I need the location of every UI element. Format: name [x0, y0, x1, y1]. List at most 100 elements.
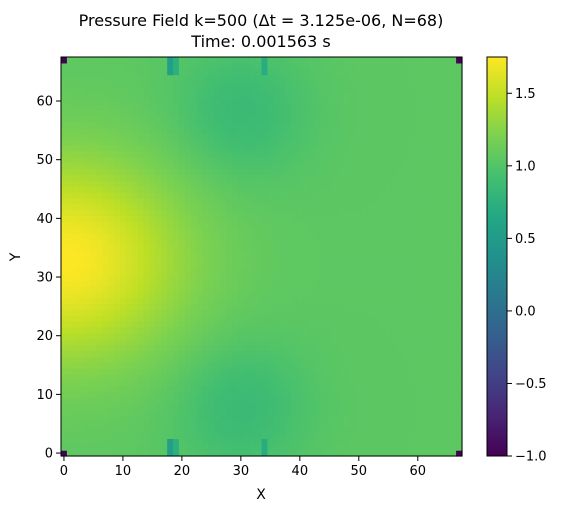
heatmap-cell	[149, 373, 156, 381]
heatmap-cell	[432, 109, 440, 117]
heatmap-cell	[66, 332, 74, 340]
heatmap-cell	[131, 139, 139, 146]
heatmap-cell	[190, 432, 198, 439]
heatmap-cell	[285, 350, 292, 357]
heatmap-cell	[367, 391, 375, 398]
heatmap-cell	[131, 145, 139, 152]
heatmap-cell	[355, 414, 363, 422]
heatmap-cell	[184, 291, 192, 299]
heatmap-cell	[444, 57, 451, 64]
heatmap-cell	[96, 268, 103, 275]
heatmap-cell	[432, 92, 440, 99]
heatmap-cell	[202, 373, 210, 381]
heatmap-cell	[78, 250, 86, 258]
heatmap-cell	[290, 397, 298, 404]
heatmap-cell	[184, 450, 192, 457]
heatmap-cell	[267, 162, 274, 170]
heatmap-cell	[349, 309, 357, 316]
heatmap-cell	[367, 450, 375, 457]
heatmap-cell	[220, 326, 227, 334]
heatmap-cell	[108, 57, 115, 64]
heatmap-cell	[285, 139, 292, 146]
heatmap-cell	[220, 444, 227, 451]
heatmap-cell	[131, 62, 139, 70]
heatmap-cell	[90, 444, 97, 451]
heatmap-cell	[420, 221, 428, 228]
heatmap-cell	[249, 356, 257, 363]
heatmap-cell	[308, 203, 316, 211]
heatmap-cell	[438, 367, 445, 375]
heatmap-cell	[444, 150, 451, 158]
y-tick-label: 40	[36, 212, 53, 227]
heatmap-cell	[196, 156, 204, 164]
heatmap-cell	[308, 174, 316, 181]
heatmap-cell	[232, 127, 239, 134]
heatmap-cell	[214, 133, 221, 140]
heatmap-cell	[426, 426, 434, 434]
heatmap-cell	[432, 391, 440, 398]
heatmap-cell	[290, 391, 298, 398]
heatmap-cell	[450, 274, 457, 281]
colorbar	[486, 56, 508, 457]
heatmap-cell	[243, 103, 251, 111]
heatmap-cell	[66, 98, 74, 105]
heatmap-cell	[119, 420, 127, 428]
heatmap-cell	[267, 268, 274, 275]
heatmap-cell	[279, 444, 286, 451]
heatmap-cell	[61, 350, 68, 357]
heatmap-cell	[296, 233, 304, 240]
heatmap-cell	[426, 209, 434, 217]
heatmap-cell	[444, 162, 451, 170]
heatmap-cell	[373, 238, 381, 246]
heatmap-cell	[391, 338, 398, 346]
heatmap-cell	[279, 450, 286, 457]
heatmap-cell	[214, 150, 221, 158]
heatmap-cell	[450, 197, 457, 205]
heatmap-cell	[173, 168, 180, 175]
heatmap-cell	[432, 86, 440, 93]
heatmap-cell	[167, 86, 174, 93]
heatmap-area	[60, 56, 463, 457]
heatmap-cell	[149, 274, 156, 281]
heatmap-cell	[456, 303, 463, 310]
heatmap-cell	[131, 338, 139, 346]
heatmap-cell	[232, 139, 239, 146]
heatmap-cell	[178, 215, 186, 222]
heatmap-cell	[184, 385, 192, 393]
plot-frame	[60, 56, 463, 457]
heatmap-cell	[226, 186, 233, 193]
heatmap-cell	[161, 80, 168, 87]
heatmap-cell	[373, 80, 381, 87]
heatmap-cell	[90, 203, 97, 211]
heatmap-cell	[344, 174, 351, 181]
heatmap-cell	[296, 444, 304, 451]
heatmap-cell	[237, 397, 245, 404]
heatmap-cell	[332, 186, 339, 193]
heatmap-cell	[196, 197, 204, 205]
heatmap-cell	[367, 315, 375, 322]
heatmap-cell	[438, 162, 445, 170]
heatmap-cell	[261, 356, 268, 363]
heatmap-cell	[137, 409, 145, 416]
heatmap-cell	[450, 291, 457, 299]
heatmap-cell	[196, 209, 204, 217]
heatmap-cell	[90, 168, 97, 175]
heatmap-cell	[84, 62, 92, 70]
heatmap-cell	[114, 62, 121, 70]
heatmap-cell	[308, 321, 316, 328]
heatmap-cell	[196, 373, 204, 381]
heatmap-cell	[131, 391, 139, 398]
heatmap-cell	[237, 221, 245, 228]
heatmap-cell	[302, 174, 310, 181]
heatmap-cell	[408, 432, 416, 439]
heatmap-cell	[114, 426, 121, 434]
heatmap-cell	[72, 303, 80, 310]
heatmap-cell	[155, 227, 162, 234]
heatmap-cell	[208, 438, 215, 445]
heatmap-cell	[184, 203, 192, 211]
heatmap-cell	[249, 344, 257, 351]
heatmap-cell	[279, 432, 286, 439]
heatmap-cell	[285, 238, 292, 246]
heatmap-cell	[379, 362, 386, 369]
heatmap-cell	[184, 92, 192, 99]
